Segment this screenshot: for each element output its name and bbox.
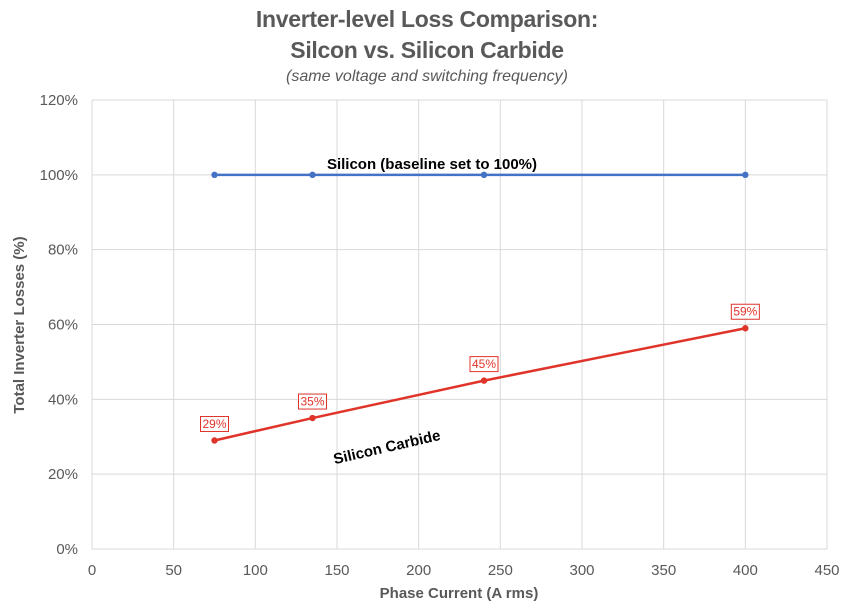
series-annotation-silicon: Silicon (baseline set to 100%) — [327, 156, 537, 173]
tick-labels: 0% 20% 40% 60% 80% 100% 120% 0 50 100 150 200 250 300… — [40, 92, 840, 579]
chart-title-block: Inverter-level Loss Comparison: Silcon v… — [0, 4, 854, 87]
x-tick-label: 200 — [406, 562, 431, 579]
data-label: 35% — [300, 395, 324, 409]
y-tick-label: 80% — [48, 242, 78, 259]
data-point — [211, 171, 218, 179]
x-tick-label: 250 — [488, 562, 513, 579]
x-tick-label: 100 — [243, 562, 268, 579]
y-tick-label: 0% — [56, 541, 78, 558]
chart-title-line-1: Inverter-level Loss Comparison: — [255, 6, 599, 32]
x-tick-label: 350 — [651, 562, 676, 579]
data-label: 45% — [472, 357, 496, 371]
x-tick-label: 0 — [88, 562, 96, 579]
data-label-box — [200, 415, 229, 432]
chart-subtitle: (same voltage and switching frequency) — [286, 68, 568, 85]
data-point — [211, 437, 218, 444]
x-tick-label: 50 — [165, 562, 182, 579]
y-tick-label: 120% — [40, 92, 78, 109]
data-point — [742, 171, 749, 179]
x-tick-label: 150 — [324, 562, 349, 579]
y-tick-label: 20% — [48, 466, 78, 483]
x-tick-label: 400 — [733, 562, 758, 579]
y-tick-label: 60% — [48, 317, 78, 334]
data-label: 29% — [202, 417, 226, 431]
x-axis-label: Phase Current (A rms) — [380, 585, 539, 602]
data-point — [309, 414, 316, 422]
data-label: 59% — [733, 305, 757, 319]
series-group: 29% 35% 45% 59% — [200, 171, 760, 444]
series-line — [214, 327, 746, 442]
chart-title-line-2: Silcon vs. Silicon Carbide — [290, 37, 564, 63]
data-point — [480, 171, 488, 179]
data-point — [480, 377, 488, 384]
y-tick-label: 100% — [40, 167, 78, 184]
data-point — [309, 171, 316, 179]
series-annotation-silicon-carbide: Silicon Carbide — [332, 427, 442, 468]
data-point — [742, 325, 749, 332]
y-axis-label: Total Inverter Losses (%) — [11, 236, 28, 413]
x-tick-label: 450 — [814, 562, 839, 579]
data-label-box — [298, 393, 327, 410]
data-label-box — [730, 303, 760, 320]
y-tick-label: 40% — [48, 391, 78, 408]
data-label-box — [469, 356, 499, 373]
x-tick-label: 300 — [569, 562, 594, 579]
